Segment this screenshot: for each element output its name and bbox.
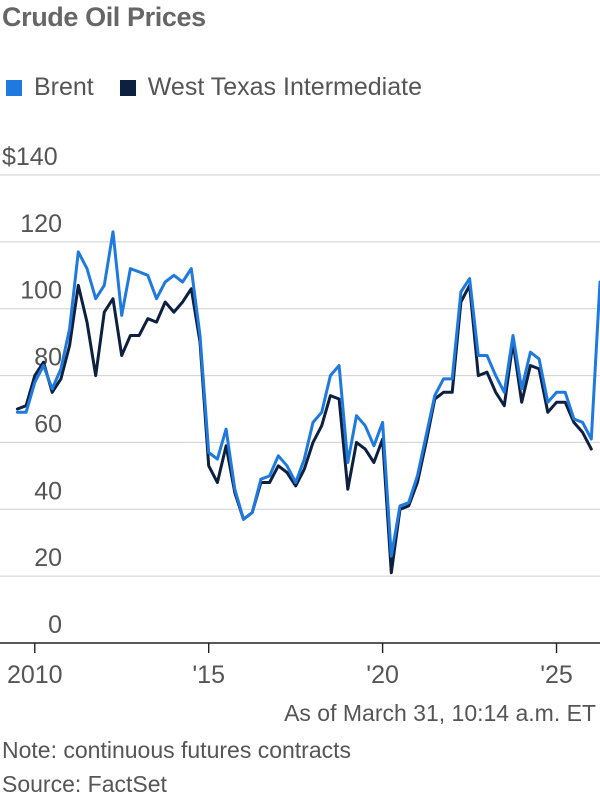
y-tick-label: 40	[34, 477, 62, 505]
source-credit: Source: FactSet	[2, 771, 167, 797]
x-tick-label: '20	[366, 661, 399, 689]
legend-label-brent: Brent	[34, 73, 94, 101]
x-tick-label: 2010	[7, 661, 63, 689]
legend-swatch-brent	[6, 79, 22, 96]
chart-title: Crude Oil Prices	[2, 2, 206, 32]
x-axis-ticks: 2010 '15 '20 '25	[7, 643, 573, 689]
series-line-wti	[15, 283, 593, 575]
legend-item-brent: Brent	[6, 73, 94, 102]
legend: Brent West Texas Intermediate	[6, 73, 448, 102]
y-tick-label: 120	[20, 210, 62, 238]
y-tick-label: $140	[2, 143, 58, 171]
legend-item-wti: West Texas Intermediate	[119, 73, 422, 102]
x-tick-label: '25	[540, 661, 573, 689]
legend-label-wti: West Texas Intermediate	[147, 73, 422, 101]
series-lines	[15, 230, 600, 575]
y-tick-label: 0	[48, 611, 62, 639]
footnote: Note: continuous futures contracts	[2, 737, 352, 763]
x-tick-label: '15	[192, 661, 225, 689]
series-line-brent	[15, 230, 600, 558]
y-tick-label: 60	[34, 410, 62, 438]
as-of-timestamp: As of March 31, 10:14 a.m. ET	[284, 700, 596, 726]
y-tick-label: 100	[20, 277, 62, 305]
y-tick-label: 20	[34, 544, 62, 572]
legend-swatch-wti	[119, 79, 136, 96]
gridlines	[0, 174, 600, 644]
